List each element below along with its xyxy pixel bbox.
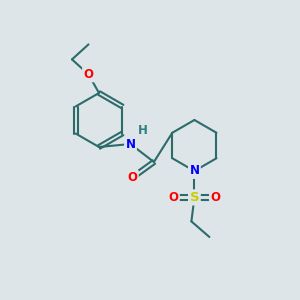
Text: O: O	[210, 191, 220, 204]
Text: O: O	[83, 68, 94, 81]
Text: S: S	[190, 191, 199, 204]
Text: N: N	[189, 164, 200, 178]
Text: H: H	[138, 124, 148, 137]
Text: N: N	[125, 137, 136, 151]
Text: O: O	[168, 191, 178, 204]
Text: O: O	[127, 171, 137, 184]
